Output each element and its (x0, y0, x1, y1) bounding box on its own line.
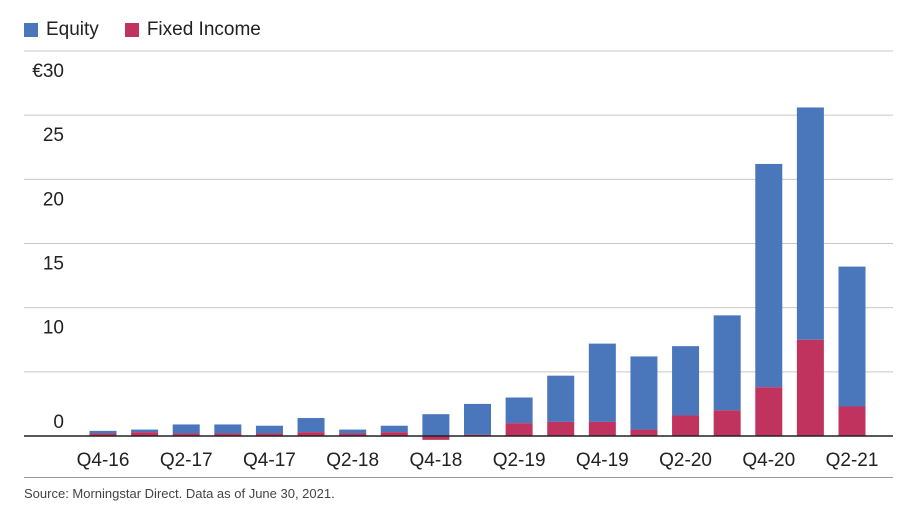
bar-fixed-income (672, 415, 700, 436)
x-tick-label: Q2-18 (326, 450, 379, 471)
x-tick-label: Q2-20 (659, 450, 712, 471)
bar-equity (89, 430, 117, 434)
bar-equity (422, 414, 450, 436)
bar-fixed-income (214, 433, 242, 436)
bar-equity (588, 343, 616, 422)
legend: Equity Fixed Income (24, 19, 287, 41)
legend-swatch-equity (24, 23, 38, 37)
bar-equity (255, 425, 283, 434)
y-tick-label: 20 (43, 189, 64, 210)
bar-fixed-income (588, 421, 616, 436)
x-tick-label: Q2-17 (160, 450, 213, 471)
y-tick-label: 10 (43, 318, 64, 339)
x-tick-label: Q4-16 (77, 450, 130, 471)
bar-equity (547, 375, 575, 422)
bar-equity (838, 266, 866, 407)
legend-item-equity: Equity (24, 19, 99, 41)
bar-equity (297, 418, 325, 433)
bar-equity (339, 429, 367, 434)
bar-fixed-income (713, 410, 741, 436)
bar-fixed-income (89, 433, 117, 436)
bar-fixed-income (838, 406, 866, 436)
y-tick-label: 15 (43, 254, 64, 275)
x-tick-label: Q4-18 (409, 450, 462, 471)
bar-fixed-income (255, 433, 283, 436)
bar-equity (380, 425, 408, 433)
bar-fixed-income (339, 433, 367, 436)
y-tick-label: 0 (53, 412, 64, 433)
legend-label-equity: Equity (46, 19, 99, 40)
y-tick-label: 25 (43, 125, 64, 146)
bar-equity (505, 397, 533, 424)
bar-equity (214, 424, 242, 434)
footer-divider (24, 477, 893, 478)
bar-fixed-income (172, 433, 200, 436)
x-tick-label: Q2-21 (826, 450, 879, 471)
bar-fixed-income (422, 436, 450, 440)
x-tick-label: Q4-20 (742, 450, 795, 471)
bar-fixed-income (547, 421, 575, 436)
legend-label-fixed-income: Fixed Income (146, 19, 261, 40)
bar-equity (630, 356, 658, 430)
bar-fixed-income (630, 429, 658, 436)
legend-swatch-fixed-income (124, 23, 139, 37)
y-tick-label: €30 (32, 61, 64, 82)
bar-fixed-income (131, 432, 159, 436)
bar-equity (796, 107, 824, 340)
bar-equity (131, 429, 159, 433)
bar-fixed-income (755, 387, 783, 436)
x-tick-label: Q4-19 (576, 450, 629, 471)
bar-fixed-income (380, 432, 408, 436)
x-tick-label: Q2-19 (493, 450, 546, 471)
bar-equity (755, 163, 783, 388)
source-note: Source: Morningstar Direct. Data as of J… (24, 486, 335, 501)
bar-equity (672, 346, 700, 416)
bar-fixed-income (505, 423, 533, 436)
bar-fixed-income (796, 339, 824, 436)
bar-fixed-income (297, 432, 325, 436)
bar-equity (464, 403, 491, 435)
bar-equity (713, 315, 741, 411)
bar-equity (172, 424, 200, 434)
legend-item-fixed-income: Fixed Income (124, 19, 261, 41)
x-tick-label: Q4-17 (243, 450, 296, 471)
